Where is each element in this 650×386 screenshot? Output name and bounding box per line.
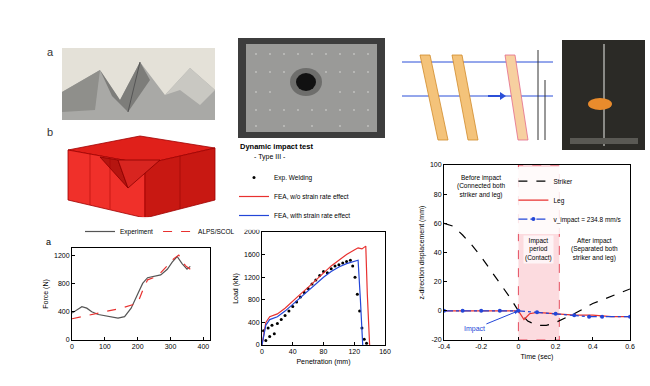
svg-text:800: 800 (58, 280, 70, 287)
svg-text:Exp. Welding: Exp. Welding (274, 174, 313, 182)
svg-text:1200: 1200 (54, 252, 70, 259)
svg-text:-0.4: -0.4 (438, 343, 450, 350)
svg-text:Time (sec): Time (sec) (521, 353, 554, 361)
svg-text:800: 800 (248, 296, 260, 303)
svg-text:400: 400 (198, 343, 210, 350)
svg-text:100: 100 (99, 343, 111, 350)
svg-text:300: 300 (165, 343, 177, 350)
svg-text:- Type III -: - Type III - (254, 153, 286, 161)
svg-text:2000: 2000 (244, 228, 260, 236)
svg-text:Impactperiod(Contact): Impactperiod(Contact) (525, 237, 552, 262)
svg-text:0: 0 (70, 343, 74, 350)
svg-text:60: 60 (434, 220, 442, 227)
svg-text:Force (N): Force (N) (42, 279, 50, 309)
svg-text:400: 400 (58, 308, 70, 315)
svg-text:0: 0 (516, 343, 520, 350)
svg-text:v_impact = 234.8 mm/s: v_impact = 234.8 mm/s (553, 216, 621, 224)
svg-text:120: 120 (348, 348, 360, 355)
svg-text:a: a (46, 237, 51, 247)
svg-text:100: 100 (430, 161, 442, 168)
svg-text:Load (kN): Load (kN) (232, 273, 240, 304)
svg-text:FEA, w/o strain rate effect: FEA, w/o strain rate effect (274, 193, 349, 200)
svg-text:40: 40 (434, 249, 442, 256)
svg-text:160: 160 (379, 348, 391, 355)
svg-text:0.2: 0.2 (551, 343, 561, 350)
svg-text:-20: -20 (431, 336, 441, 343)
svg-text:Before impact(Connected bothst: Before impact(Connected bothstriker and … (457, 174, 505, 199)
svg-text:0.4: 0.4 (588, 343, 598, 350)
svg-text:1200: 1200 (244, 274, 260, 281)
svg-text:0.6: 0.6 (625, 343, 635, 350)
svg-text:0: 0 (66, 336, 70, 343)
svg-text:400: 400 (248, 319, 260, 326)
svg-text:Impact: Impact (464, 325, 485, 333)
svg-text:After impact(Separated bothstr: After impact(Separated bothstriker and l… (571, 237, 618, 262)
svg-text:80: 80 (320, 348, 328, 355)
svg-text:0: 0 (438, 307, 442, 314)
svg-text:ALPS/SCOL: ALPS/SCOL (198, 228, 235, 235)
svg-text:200: 200 (132, 343, 144, 350)
svg-text:20: 20 (434, 278, 442, 285)
svg-text:1600: 1600 (244, 251, 260, 258)
svg-text:Leg: Leg (553, 197, 564, 205)
svg-text:40: 40 (289, 348, 297, 355)
svg-text:z-direction displacement (mm): z-direction displacement (mm) (418, 206, 426, 300)
svg-text:Dynamic impact test: Dynamic impact test (240, 142, 313, 151)
svg-text:Penetration (mm): Penetration (mm) (296, 358, 350, 366)
svg-text:FEA, with strain rate effect: FEA, with strain rate effect (274, 212, 350, 219)
svg-text:0: 0 (260, 348, 264, 355)
svg-text:80: 80 (434, 191, 442, 198)
svg-text:-0.2: -0.2 (475, 343, 487, 350)
svg-text:b: b (47, 126, 53, 138)
svg-text:a: a (47, 46, 54, 58)
svg-text:Striker: Striker (553, 178, 573, 185)
svg-text:Experiment: Experiment (120, 228, 153, 236)
svg-text:0: 0 (256, 341, 260, 348)
